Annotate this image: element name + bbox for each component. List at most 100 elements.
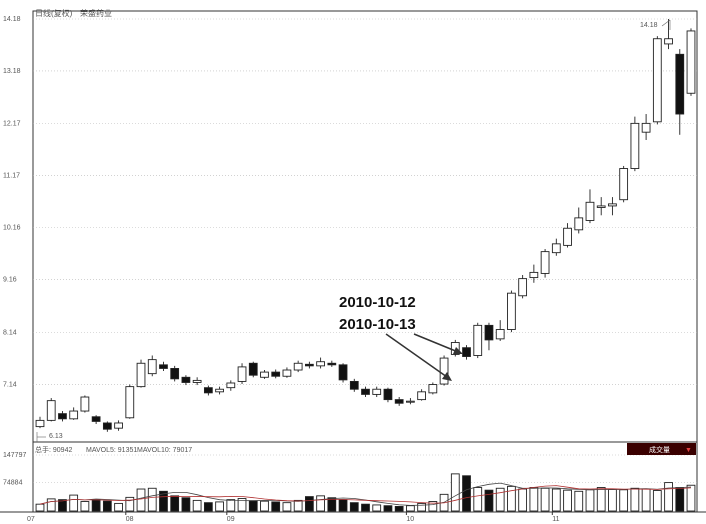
volume-tick-label: 147797: [3, 452, 26, 459]
candle: [338, 363, 348, 383]
volume-bar: [585, 489, 595, 512]
volume-bar: [551, 488, 561, 512]
volume-bar: [462, 475, 471, 512]
volume-bar: [147, 487, 157, 512]
candle: [686, 28, 696, 96]
volume-bar: [619, 489, 629, 512]
candle: [428, 382, 438, 395]
candle: [372, 386, 382, 398]
volume-bar: [574, 490, 584, 512]
volume-bar: [203, 502, 213, 512]
volume-bar: [181, 497, 191, 512]
annotation-arrow-2: [385, 333, 452, 381]
volume-bar: [170, 495, 180, 512]
annotation-arrow-1: [413, 333, 463, 354]
volume-bar: [664, 482, 673, 512]
candle: [159, 361, 168, 372]
candle: [596, 197, 606, 216]
candle: [125, 384, 135, 419]
candle: [574, 207, 584, 234]
volume-bar: [271, 501, 281, 512]
candle: [170, 365, 180, 382]
volume-bar: [102, 500, 112, 512]
x-tick-label: 09: [227, 516, 235, 523]
candle: [35, 416, 45, 429]
candle: [664, 19, 673, 50]
candle: [585, 189, 595, 224]
volume-bar: [159, 490, 168, 512]
volume-bar: [91, 499, 101, 512]
candle: [540, 249, 550, 278]
volume-bar: [372, 504, 382, 512]
volume-bar: [215, 501, 224, 512]
candle: [383, 387, 393, 403]
volume-bar: [630, 487, 640, 512]
mavol5-label: MAVOL5: 91351: [86, 447, 137, 454]
volume-label: 总手: 90942: [35, 445, 72, 454]
x-tick-label: 11: [552, 516, 559, 523]
candle: [518, 274, 528, 299]
candle: [630, 116, 640, 172]
mavol10-label: MAVOL10: 79017: [137, 447, 192, 454]
volume-bar: [406, 505, 415, 512]
candle: [473, 322, 483, 359]
volume-bar: [507, 485, 516, 512]
candle: [215, 386, 224, 395]
dropdown-icon: ▼: [685, 447, 692, 454]
candle: [305, 361, 314, 369]
x-tick-label: 10: [406, 516, 414, 523]
volume-bar: [260, 500, 269, 512]
volume-bar: [80, 501, 90, 512]
volume-bar: [192, 499, 202, 512]
volume-bar: [327, 497, 337, 512]
candle: [46, 398, 56, 422]
candle: [641, 114, 651, 140]
volume-bar: [293, 499, 303, 512]
candle: [361, 386, 370, 398]
candle: [69, 407, 79, 420]
volume-bar: [484, 489, 494, 512]
stock-name: 荣盛药业: [80, 8, 112, 18]
high-pointer: [661, 19, 671, 27]
volume-bar: [46, 498, 56, 512]
volume-bar: [316, 495, 325, 512]
volume-bar: [361, 503, 370, 512]
volume-bar: [35, 503, 45, 512]
candle: [282, 367, 292, 378]
volume-bar: [248, 500, 258, 512]
candle: [652, 36, 662, 125]
candle: [316, 357, 325, 369]
candle: [91, 415, 101, 425]
candle: [58, 411, 67, 422]
x-tick-label: 07: [27, 516, 35, 523]
annotation-date-1: 2010-10-12: [339, 294, 416, 311]
x-tick-label: 08: [126, 516, 134, 523]
volume-bar: [237, 498, 247, 512]
volume-bar: [450, 473, 460, 512]
candle: [80, 395, 90, 413]
candle: [507, 290, 516, 333]
candle: [102, 421, 112, 432]
volume-tab[interactable]: 成交量 ▼: [627, 443, 696, 455]
volume-bar: [518, 488, 528, 512]
candle: [136, 359, 146, 388]
candle: [462, 345, 471, 360]
volume-bar: [338, 499, 348, 512]
volume-bar: [114, 502, 123, 512]
chart-title: 日线(复权): [35, 8, 73, 18]
candle: [394, 397, 404, 406]
svg-text:成交量: 成交量: [649, 445, 670, 454]
candle: [551, 238, 561, 256]
volume-bar: [686, 484, 696, 512]
y-tick-label: 11.17: [3, 172, 20, 179]
candle: [226, 380, 236, 391]
y-tick-label: 14.18: [3, 16, 21, 23]
volume-bar: [608, 488, 617, 512]
candle: [327, 360, 337, 367]
volume-bar: [383, 505, 393, 512]
candle: [417, 389, 426, 401]
volume-bar: [428, 501, 438, 512]
candle: [619, 165, 629, 203]
annotation-date-2: 2010-10-13: [339, 316, 416, 333]
candle: [114, 420, 123, 431]
